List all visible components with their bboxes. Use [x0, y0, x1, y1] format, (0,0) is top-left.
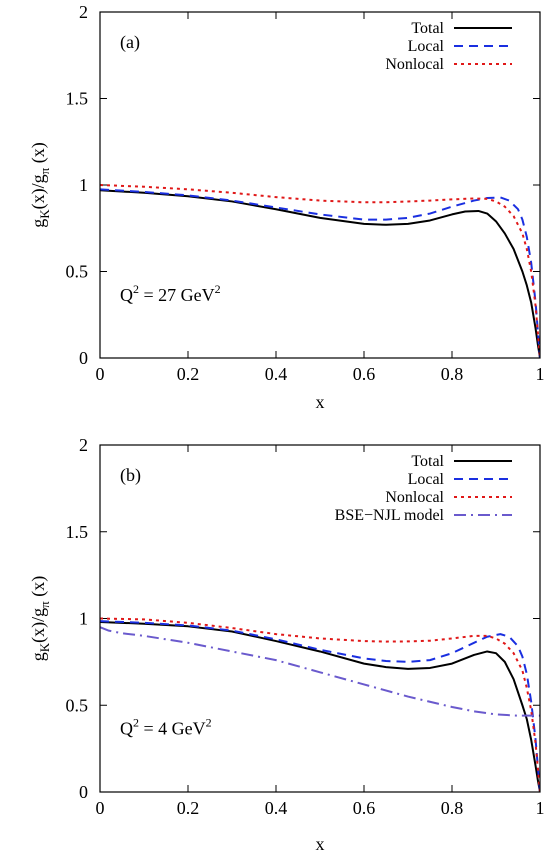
x-tick-label: 0.2	[177, 364, 200, 384]
legend-label: Total	[411, 20, 444, 37]
q2-annotation: Q2 = 27 GeV2	[120, 282, 221, 305]
series-line-nonlocal	[100, 184, 540, 358]
x-axis-label: x	[316, 392, 325, 412]
x-tick-label: 0.4	[265, 798, 288, 818]
x-tick-label: 1	[536, 364, 545, 384]
x-tick-label: 0.2	[177, 798, 200, 818]
x-tick-label: 0.6	[353, 364, 376, 384]
y-tick-label: 0.5	[66, 695, 89, 715]
series-line-bse-njl-model	[100, 626, 540, 717]
x-tick-label: 0.8	[441, 798, 464, 818]
x-tick-label: 0.4	[265, 364, 288, 384]
legend-label: Local	[408, 38, 445, 55]
x-tick-label: 0	[96, 364, 105, 384]
legend-label: Total	[411, 453, 444, 470]
y-tick-label: 2	[79, 2, 88, 22]
series-line-local	[100, 188, 540, 358]
panel-label: (b)	[120, 465, 141, 486]
series-line-nonlocal	[100, 617, 540, 792]
legend-label: Local	[408, 471, 445, 488]
legend-label: BSE−NJL model	[335, 507, 445, 524]
x-tick-label: 0	[96, 798, 105, 818]
plot-frame	[99, 444, 541, 793]
legend-label: Nonlocal	[385, 489, 444, 506]
series-line-total	[100, 620, 540, 792]
q2-annotation: Q2 = 4 GeV2	[120, 716, 212, 739]
chart-panel: 0 0.2 0.4 0.6 0.8 1 0 0.5 1 1.5 2 (b) Q2 = 4 GeV2 Tot…	[28, 435, 545, 854]
y-tick-label: 2	[79, 435, 88, 455]
x-tick-label: 1	[536, 798, 545, 818]
series-line-total	[100, 189, 540, 358]
y-tick-label: 1.5	[66, 522, 89, 542]
x-tick-label: 0.6	[353, 798, 376, 818]
y-tick-label: 1.5	[66, 89, 89, 109]
y-axis-label: gK(x)/gπ (x)	[28, 142, 52, 227]
y-tick-label: 1	[79, 609, 88, 629]
y-tick-label: 0.5	[66, 262, 89, 282]
y-axis-label: gK(x)/gπ (x)	[28, 576, 52, 661]
legend-label: Nonlocal	[385, 56, 444, 73]
y-tick-label: 1	[79, 175, 88, 195]
plot-frame	[99, 11, 541, 359]
chart-panel: 0 0.2 0.4 0.6 0.8 1 0 0.5 1 1.5 2 (a) Q2 = 27 GeV2 To…	[28, 2, 545, 412]
y-tick-label: 0	[79, 348, 88, 368]
x-axis-label: x	[316, 834, 325, 854]
series-line-local	[100, 620, 540, 792]
x-tick-label: 0.8	[441, 364, 464, 384]
y-tick-label: 0	[79, 782, 88, 802]
panel-label: (a)	[120, 32, 140, 53]
